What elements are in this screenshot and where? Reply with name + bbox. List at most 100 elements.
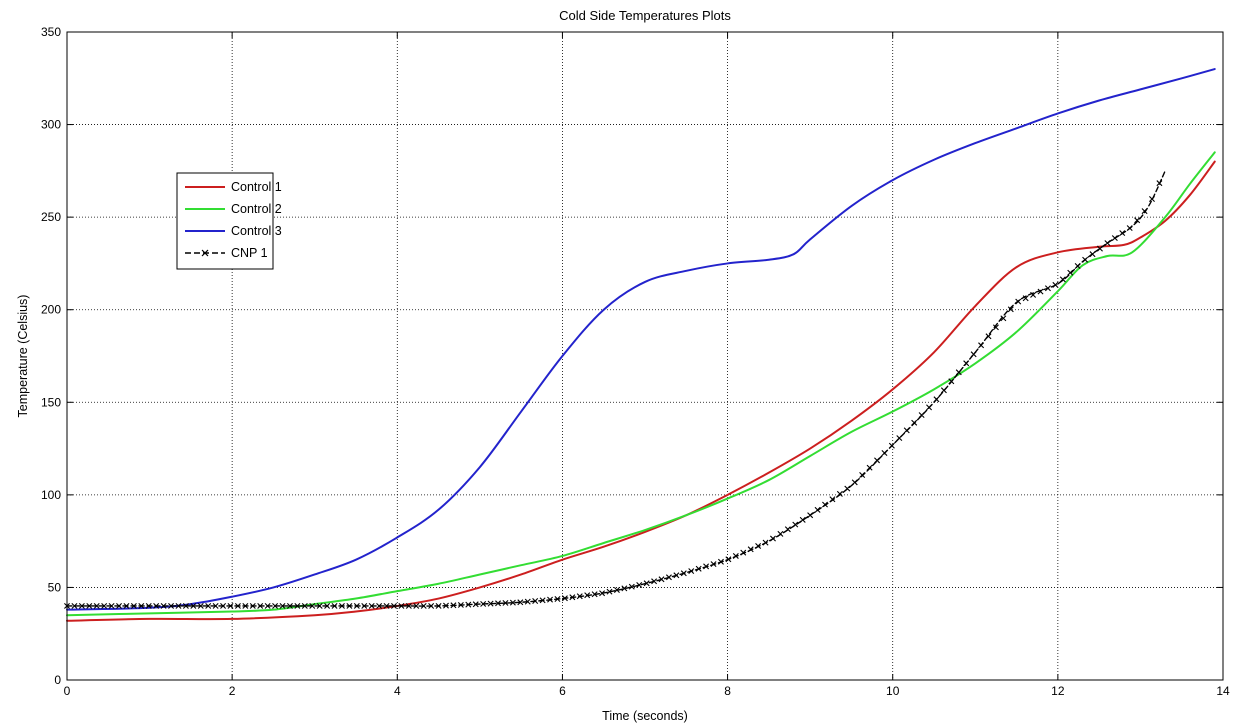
series-marker bbox=[799, 516, 806, 523]
series-marker bbox=[390, 602, 397, 609]
series-marker bbox=[182, 602, 189, 609]
legend-entry: Control 3 bbox=[185, 224, 282, 238]
series-marker bbox=[740, 549, 747, 556]
series-marker bbox=[703, 563, 710, 570]
legend-label: Control 3 bbox=[231, 224, 282, 238]
series-marker bbox=[822, 501, 828, 508]
legend-entry: CNP 1 bbox=[185, 246, 268, 260]
legend-marker bbox=[201, 249, 209, 257]
series-marker bbox=[86, 602, 93, 609]
y-tick-label: 0 bbox=[54, 673, 61, 687]
series-marker bbox=[651, 578, 658, 585]
series-marker bbox=[465, 601, 472, 608]
series-marker bbox=[524, 598, 531, 605]
y-tick-label: 250 bbox=[41, 210, 61, 224]
y-tick-label: 300 bbox=[41, 118, 61, 132]
series-marker bbox=[1149, 196, 1155, 202]
series-marker bbox=[78, 602, 85, 609]
ticks: 0 2 4 6 8 10 12 14 0 50 100 150 200 250 300 350 bbox=[41, 25, 1230, 698]
series-marker bbox=[413, 602, 420, 609]
series-marker bbox=[807, 512, 814, 519]
series-marker bbox=[1015, 298, 1022, 305]
series-marker bbox=[257, 602, 264, 609]
series-control-3 bbox=[66, 68, 1216, 611]
y-tick-label: 150 bbox=[41, 395, 61, 409]
series-marker bbox=[130, 602, 137, 609]
series-marker bbox=[1104, 240, 1111, 247]
series-marker bbox=[286, 602, 293, 609]
series-marker bbox=[376, 602, 383, 609]
y-tick-label: 200 bbox=[41, 303, 61, 317]
series-marker bbox=[784, 526, 791, 533]
series-marker bbox=[1052, 281, 1059, 288]
series-marker bbox=[1111, 235, 1118, 242]
legend-entry: Control 2 bbox=[185, 202, 282, 216]
series-marker bbox=[1000, 315, 1007, 322]
series-marker bbox=[443, 602, 449, 609]
series-marker bbox=[495, 600, 502, 607]
series-marker bbox=[234, 602, 241, 609]
series-marker bbox=[970, 351, 977, 358]
series-marker bbox=[1156, 180, 1163, 187]
series-marker bbox=[732, 552, 739, 559]
series-marker bbox=[1044, 285, 1051, 292]
x-tick-label: 6 bbox=[559, 684, 566, 698]
series-marker bbox=[294, 602, 301, 609]
x-tick-label: 10 bbox=[886, 684, 900, 698]
series-marker bbox=[621, 585, 628, 592]
series-line bbox=[66, 68, 1216, 611]
series-marker bbox=[331, 602, 338, 609]
series-marker bbox=[606, 588, 613, 595]
series-marker bbox=[1037, 288, 1044, 295]
series-marker bbox=[1089, 251, 1096, 258]
series-marker bbox=[888, 442, 895, 449]
series-marker bbox=[428, 602, 435, 609]
series-marker bbox=[992, 324, 999, 331]
series-marker bbox=[1082, 256, 1089, 263]
x-tick-label: 8 bbox=[724, 684, 731, 698]
series-marker bbox=[168, 602, 175, 609]
series-marker bbox=[145, 602, 152, 609]
series-marker bbox=[220, 602, 227, 609]
legend: Control 1 Control 2 Control 3 CNP 1 bbox=[176, 172, 282, 270]
series-marker bbox=[249, 602, 256, 609]
series-marker bbox=[1022, 295, 1029, 302]
series-marker bbox=[405, 602, 412, 609]
series-marker bbox=[636, 582, 643, 589]
series-marker bbox=[874, 457, 881, 464]
series-marker bbox=[792, 521, 799, 528]
series-marker bbox=[1096, 245, 1103, 252]
series-marker bbox=[777, 530, 784, 537]
series-marker bbox=[554, 595, 561, 602]
series-line bbox=[66, 160, 1216, 622]
series-marker bbox=[576, 593, 583, 600]
series-marker bbox=[532, 597, 539, 604]
series-marker bbox=[279, 602, 286, 609]
series-marker bbox=[138, 602, 145, 609]
series-marker bbox=[955, 369, 962, 376]
y-tick-label: 50 bbox=[48, 580, 62, 594]
series-marker bbox=[978, 342, 985, 349]
series-marker bbox=[1067, 269, 1074, 276]
series-marker bbox=[710, 561, 717, 568]
grid bbox=[67, 32, 1223, 680]
series-marker bbox=[1074, 263, 1081, 270]
series-marker bbox=[896, 435, 903, 442]
series-marker bbox=[940, 387, 947, 394]
series-marker bbox=[309, 602, 316, 609]
series-marker bbox=[517, 599, 524, 606]
series-control-1 bbox=[66, 160, 1216, 622]
legend-label: Control 1 bbox=[231, 180, 282, 194]
series-marker bbox=[591, 591, 598, 598]
series-marker bbox=[911, 419, 918, 426]
legend-label: Control 2 bbox=[231, 202, 282, 216]
x-tick-label: 12 bbox=[1051, 684, 1065, 698]
series-marker bbox=[316, 602, 323, 609]
series-marker bbox=[353, 602, 360, 609]
series-marker bbox=[628, 583, 635, 590]
x-axis-title: Time (seconds) bbox=[602, 709, 688, 723]
series-marker bbox=[918, 412, 925, 419]
y-tick-label: 350 bbox=[41, 25, 61, 39]
series-marker bbox=[190, 602, 197, 609]
